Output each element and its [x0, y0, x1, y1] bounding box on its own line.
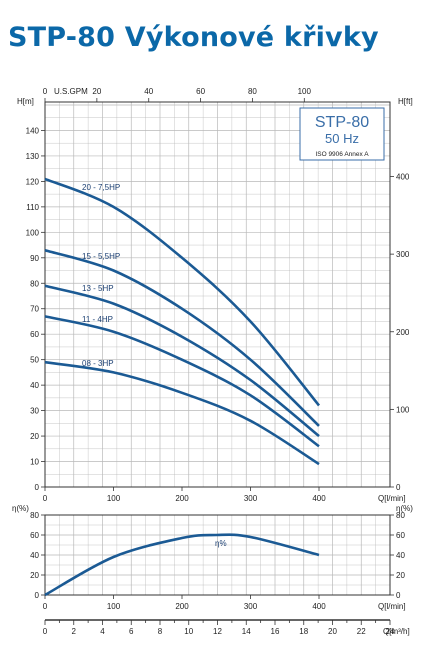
- eff-y-tick-label: 80: [30, 511, 39, 520]
- flow-tick-label: 24: [386, 627, 395, 636]
- top-tick-label: 60: [196, 87, 205, 96]
- eff-x-tick-label: 0: [43, 602, 48, 611]
- eff-y-tick-label: 20: [30, 571, 39, 580]
- flow-tick-label: 4: [100, 627, 105, 636]
- eff-x-axis-label: Q[l/min]: [378, 602, 406, 611]
- y-tick-label: 130: [26, 152, 40, 161]
- x-tick-label: 400: [312, 494, 326, 503]
- x-tick-label: 200: [175, 494, 189, 503]
- efficiency-curve-label: η%: [215, 539, 227, 548]
- top-tick-label: 80: [248, 87, 257, 96]
- head-curve-label: 08 - 3HP: [82, 359, 114, 368]
- flow-tick-label: 16: [271, 627, 280, 636]
- eff-y2-tick-label: 20: [396, 571, 405, 580]
- head-plot-frame: [44, 101, 391, 488]
- y2-axis-label: H[ft]: [398, 97, 413, 106]
- flow-tick-label: 8: [158, 627, 163, 636]
- flow-m3h-axis: 0 2 4 6 8 10 12 14 16 18 20 22 24Q[m³/h]: [43, 619, 410, 636]
- head-curve-label: 11 - 4HP: [82, 315, 113, 324]
- y-tick-label: 30: [30, 407, 39, 416]
- flow-tick-label: 22: [357, 627, 366, 636]
- x-tick-label: 100: [107, 494, 121, 503]
- frequency-label: 50 Hz: [325, 131, 359, 146]
- eff-y-axis-label: η(%): [12, 504, 29, 513]
- efficiency-curve-line: [44, 533, 320, 597]
- flow-tick-label: 14: [242, 627, 251, 636]
- standard-label: ISO 9906 Annex A: [315, 151, 369, 158]
- eff-x-tick-label: 200: [175, 602, 189, 611]
- y-tick-label: 90: [30, 254, 39, 263]
- y2-tick-label: 400: [396, 173, 410, 182]
- y-tick-label: 20: [30, 432, 39, 441]
- top-tick-label: 0: [43, 87, 48, 96]
- eff-y2-tick-label: 40: [396, 551, 405, 560]
- x-tick-label: 0: [43, 494, 48, 503]
- flow-tick-label: 12: [213, 627, 222, 636]
- y-tick-label: 100: [26, 228, 40, 237]
- eff-x-tick-label: 300: [244, 602, 258, 611]
- y-tick-label: 10: [30, 458, 39, 467]
- flow-axis-label: Q[m³/h]: [383, 627, 410, 636]
- head-curve-line: [44, 360, 320, 466]
- y-tick-label: 50: [30, 356, 39, 365]
- y-axis-label: H[m]: [17, 97, 34, 106]
- eff-y-tick-label: 0: [35, 591, 40, 600]
- top-tick-label: 20: [92, 87, 101, 96]
- y-tick-label: 140: [26, 126, 40, 135]
- eff-x-tick-label: 400: [312, 602, 326, 611]
- y2-tick-label: 0: [396, 483, 401, 492]
- head-curve-line: [44, 248, 320, 427]
- eff-y2-tick-label: 60: [396, 531, 405, 540]
- head-curve-line: [44, 315, 320, 448]
- head-curve-line: [44, 284, 320, 438]
- page-title: STP-80 Výkonové křivky: [8, 22, 379, 53]
- eff-y2-tick-label: 80: [396, 511, 405, 520]
- eff-x-tick-label: 100: [107, 602, 121, 611]
- flow-tick-label: 6: [129, 627, 134, 636]
- model-info-box: [299, 107, 385, 161]
- y-tick-label: 60: [30, 330, 39, 339]
- eff-y2-axis-label: η(%): [396, 504, 413, 513]
- y-tick-label: 120: [26, 177, 40, 186]
- flow-tick-label: 20: [328, 627, 337, 636]
- y2-tick-label: 100: [396, 405, 410, 414]
- y-tick-label: 40: [30, 381, 39, 390]
- top-tick-label: 40: [144, 87, 153, 96]
- y2-tick-label: 200: [396, 328, 410, 337]
- flow-tick-label: 10: [184, 627, 193, 636]
- head-curve-label: 15 - 5,5HP: [82, 252, 120, 261]
- flow-tick-label: 18: [299, 627, 308, 636]
- eff-y-tick-label: 60: [30, 531, 39, 540]
- model-label: STP-80: [315, 114, 369, 131]
- x-tick-label: 300: [244, 494, 258, 503]
- flow-tick-label: 0: [43, 627, 48, 636]
- eff-y-tick-label: 40: [30, 551, 39, 560]
- y-tick-label: 110: [26, 203, 39, 212]
- top-tick-label: 100: [298, 87, 312, 96]
- head-curve-label: 13 - 5HP: [82, 284, 114, 293]
- x-axis-label: Q[l/min]: [378, 494, 406, 503]
- eff-y2-tick-label: 0: [396, 591, 401, 600]
- head-curve-label: 20 - 7,5HP: [82, 183, 120, 192]
- top-axis-label: U.S.GPM: [54, 87, 88, 96]
- head-curve-line: [44, 177, 321, 407]
- flow-tick-label: 2: [72, 627, 77, 636]
- y-tick-label: 70: [30, 305, 39, 314]
- head-chart-panel: 0 10 20 30 40 50 60 70 80 90 100 110 120 130 140 0 100 20…: [17, 87, 413, 503]
- y2-tick-label: 300: [396, 250, 410, 259]
- y-tick-label: 0: [35, 483, 40, 492]
- y-tick-label: 80: [30, 279, 39, 288]
